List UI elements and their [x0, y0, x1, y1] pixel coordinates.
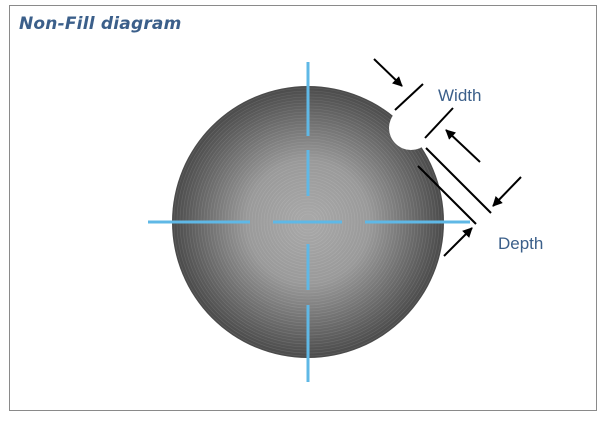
diagram-title: Non-Fill diagram [19, 14, 182, 34]
depth-line-inner [417, 165, 477, 225]
width-tick-left [394, 83, 424, 111]
width-tick-right [424, 107, 454, 139]
arrow-icon [443, 227, 473, 257]
width-label: Width [438, 86, 481, 105]
width-dimension [373, 58, 481, 163]
arrow-icon [492, 176, 522, 207]
notch [389, 106, 433, 150]
crosshair [148, 62, 470, 382]
depth-dimension [417, 147, 522, 257]
depth-label: Depth [498, 234, 543, 253]
depth-line-outer [425, 147, 492, 214]
arrow-icon [373, 58, 403, 87]
arrow-icon [445, 129, 481, 163]
